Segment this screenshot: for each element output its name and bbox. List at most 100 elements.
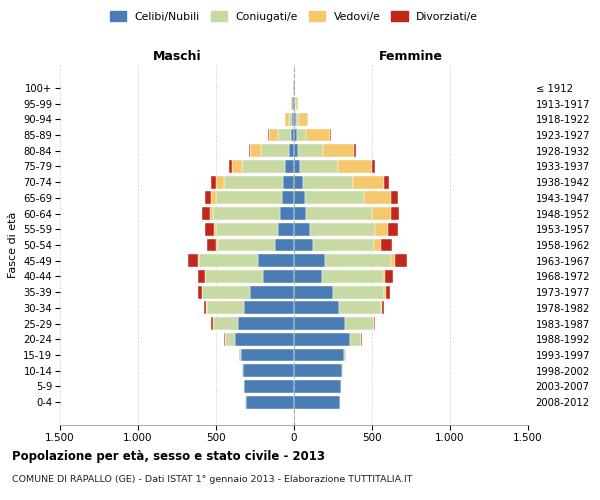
Bar [289, 113, 292, 126]
Bar [294, 113, 296, 126]
Bar [338, 160, 372, 173]
Bar [385, 270, 393, 283]
Bar [205, 223, 214, 235]
Bar [213, 207, 280, 220]
Bar [268, 128, 269, 141]
Bar [292, 97, 294, 110]
Bar [232, 160, 242, 173]
Bar [310, 223, 375, 235]
Bar [383, 270, 385, 283]
Bar [296, 97, 298, 110]
Bar [294, 82, 295, 94]
Bar [307, 207, 372, 220]
Bar [374, 238, 382, 252]
Text: Femmine: Femmine [379, 50, 443, 62]
Bar [229, 160, 232, 173]
Bar [339, 302, 382, 314]
Bar [395, 254, 407, 267]
Bar [216, 176, 224, 188]
Bar [294, 176, 302, 188]
Bar [291, 97, 292, 110]
Bar [250, 144, 261, 157]
Bar [294, 364, 343, 377]
Bar [294, 223, 310, 235]
Bar [198, 254, 199, 267]
Bar [275, 238, 294, 252]
Bar [218, 238, 275, 252]
Bar [278, 223, 294, 235]
Bar [323, 144, 354, 157]
Bar [297, 128, 307, 141]
Bar [353, 176, 384, 188]
Bar [204, 302, 206, 314]
Bar [244, 302, 294, 314]
Bar [263, 270, 294, 283]
Bar [294, 160, 300, 173]
Bar [211, 317, 213, 330]
Bar [391, 192, 398, 204]
Bar [294, 254, 325, 267]
Bar [245, 396, 294, 408]
Legend: Celibi/Nubili, Coniugati/e, Vedovi/e, Divorziati/e: Celibi/Nubili, Coniugati/e, Vedovi/e, Di… [106, 8, 482, 25]
Bar [293, 82, 294, 94]
Bar [325, 254, 391, 267]
Bar [294, 144, 298, 157]
Text: COMUNE DI RAPALLO (GE) - Dati ISTAT 1° gennaio 2013 - Elaborazione TUTTITALIA.IT: COMUNE DI RAPALLO (GE) - Dati ISTAT 1° g… [12, 475, 413, 484]
Bar [294, 97, 295, 110]
Bar [258, 254, 294, 267]
Bar [224, 333, 225, 346]
Bar [361, 333, 362, 346]
Bar [384, 176, 389, 188]
Bar [294, 286, 333, 298]
Bar [213, 317, 238, 330]
Bar [294, 192, 305, 204]
Bar [333, 286, 385, 298]
Bar [382, 238, 392, 252]
Bar [305, 192, 364, 204]
Bar [210, 207, 213, 220]
Bar [216, 223, 278, 235]
Bar [294, 207, 307, 220]
Bar [350, 333, 361, 346]
Bar [226, 333, 235, 346]
Bar [241, 348, 294, 362]
Bar [291, 128, 294, 141]
Y-axis label: Fasce di età: Fasce di età [8, 212, 17, 278]
Bar [330, 128, 331, 141]
Bar [202, 207, 210, 220]
Bar [372, 160, 375, 173]
Bar [294, 270, 322, 283]
Bar [372, 207, 391, 220]
Bar [214, 223, 216, 235]
Bar [296, 113, 299, 126]
Bar [286, 160, 294, 173]
Bar [205, 270, 263, 283]
Bar [242, 160, 286, 173]
Bar [278, 128, 291, 141]
Bar [294, 348, 344, 362]
Bar [294, 128, 297, 141]
Bar [346, 317, 374, 330]
Bar [211, 192, 216, 204]
Bar [344, 348, 346, 362]
Bar [374, 317, 375, 330]
Bar [385, 286, 386, 298]
Bar [391, 254, 395, 267]
Bar [364, 192, 391, 204]
Text: Popolazione per età, sesso e stato civile - 2013: Popolazione per età, sesso e stato civil… [12, 450, 325, 463]
Bar [205, 192, 211, 204]
Bar [292, 113, 294, 126]
Bar [286, 113, 289, 126]
Bar [375, 223, 388, 235]
Bar [294, 317, 346, 330]
Bar [294, 380, 341, 393]
Bar [388, 223, 398, 235]
Bar [224, 176, 283, 188]
Bar [198, 286, 202, 298]
Bar [280, 207, 294, 220]
Bar [281, 192, 294, 204]
Bar [202, 286, 250, 298]
Bar [294, 333, 350, 346]
Bar [300, 160, 338, 173]
Bar [294, 302, 339, 314]
